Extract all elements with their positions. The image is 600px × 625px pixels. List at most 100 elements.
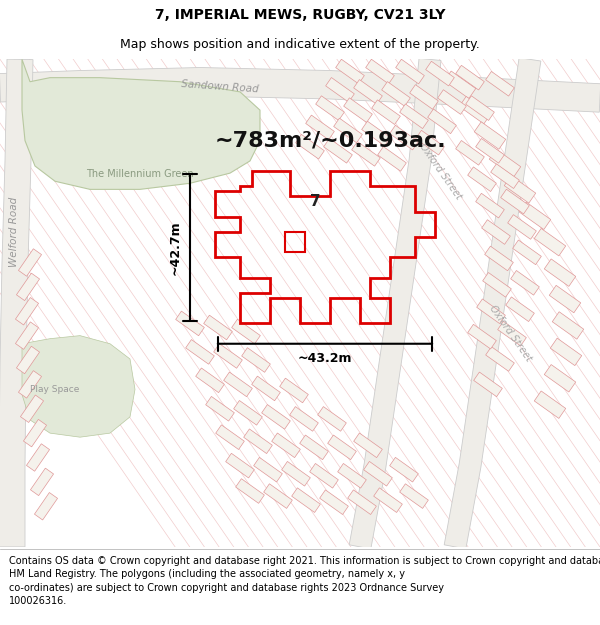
Polygon shape <box>482 220 511 244</box>
Polygon shape <box>549 286 581 312</box>
Polygon shape <box>34 492 58 520</box>
Polygon shape <box>377 147 406 171</box>
Polygon shape <box>19 249 41 276</box>
Polygon shape <box>473 372 502 397</box>
Polygon shape <box>467 167 496 191</box>
Polygon shape <box>281 461 310 486</box>
Polygon shape <box>519 202 551 229</box>
Polygon shape <box>353 79 382 104</box>
Polygon shape <box>317 407 346 431</box>
Polygon shape <box>292 488 320 512</box>
Polygon shape <box>497 321 526 346</box>
Polygon shape <box>226 453 254 478</box>
Polygon shape <box>500 189 529 214</box>
Polygon shape <box>476 299 505 324</box>
Polygon shape <box>550 338 582 366</box>
Text: Sandown Road: Sandown Road <box>181 79 259 94</box>
Polygon shape <box>400 484 428 508</box>
Polygon shape <box>362 121 391 146</box>
Polygon shape <box>364 461 392 486</box>
Polygon shape <box>437 90 466 114</box>
Polygon shape <box>425 61 454 86</box>
Polygon shape <box>316 96 344 121</box>
Polygon shape <box>476 139 505 163</box>
Polygon shape <box>224 372 253 397</box>
Text: ~42.7m: ~42.7m <box>169 220 182 274</box>
Polygon shape <box>16 298 38 325</box>
Polygon shape <box>534 229 566 256</box>
Polygon shape <box>272 433 301 457</box>
Polygon shape <box>428 109 457 134</box>
Polygon shape <box>467 324 496 349</box>
Polygon shape <box>544 259 576 286</box>
Text: The Millennium Green: The Millennium Green <box>86 169 194 179</box>
Polygon shape <box>338 464 367 488</box>
Polygon shape <box>416 131 445 155</box>
Polygon shape <box>262 404 290 429</box>
Text: Oxford Street: Oxford Street <box>487 304 533 364</box>
Text: Oxford Street: Oxford Street <box>417 141 463 201</box>
Polygon shape <box>489 149 521 177</box>
Polygon shape <box>374 488 403 512</box>
Text: ~783m²/~0.193ac.: ~783m²/~0.193ac. <box>214 131 446 151</box>
Polygon shape <box>334 118 362 142</box>
Polygon shape <box>20 395 44 422</box>
Polygon shape <box>459 96 491 124</box>
Polygon shape <box>444 58 541 549</box>
Polygon shape <box>310 464 338 488</box>
Polygon shape <box>215 425 244 449</box>
Polygon shape <box>347 490 376 514</box>
Polygon shape <box>31 468 53 496</box>
Polygon shape <box>352 141 380 166</box>
Polygon shape <box>296 134 325 159</box>
Polygon shape <box>389 458 418 482</box>
Polygon shape <box>365 59 394 84</box>
Polygon shape <box>506 297 535 321</box>
Polygon shape <box>185 339 214 364</box>
Polygon shape <box>552 312 584 339</box>
Polygon shape <box>26 444 50 471</box>
Polygon shape <box>16 322 38 349</box>
Polygon shape <box>22 336 135 437</box>
Polygon shape <box>326 78 355 102</box>
Polygon shape <box>389 125 418 150</box>
Polygon shape <box>511 271 539 295</box>
Polygon shape <box>410 84 439 109</box>
Polygon shape <box>196 368 224 392</box>
Polygon shape <box>290 407 319 431</box>
Polygon shape <box>382 82 410 106</box>
Text: Play Space: Play Space <box>30 385 79 394</box>
Polygon shape <box>455 141 484 165</box>
Polygon shape <box>280 378 308 402</box>
Polygon shape <box>233 401 262 425</box>
Polygon shape <box>534 391 566 418</box>
Polygon shape <box>251 376 280 401</box>
Polygon shape <box>203 315 232 340</box>
Polygon shape <box>353 433 382 457</box>
Polygon shape <box>395 59 424 84</box>
Polygon shape <box>0 68 600 112</box>
Polygon shape <box>476 193 505 218</box>
Polygon shape <box>232 319 260 344</box>
Polygon shape <box>400 104 428 129</box>
Polygon shape <box>263 484 292 508</box>
Polygon shape <box>320 490 349 514</box>
Polygon shape <box>236 479 265 503</box>
Polygon shape <box>491 164 520 189</box>
Polygon shape <box>335 59 364 84</box>
Polygon shape <box>328 435 356 459</box>
Polygon shape <box>544 364 576 392</box>
Polygon shape <box>16 273 40 301</box>
Polygon shape <box>323 139 352 163</box>
Polygon shape <box>206 396 235 421</box>
Text: ~43.2m: ~43.2m <box>298 352 352 366</box>
Polygon shape <box>242 348 271 372</box>
Polygon shape <box>0 59 33 547</box>
Polygon shape <box>512 240 541 264</box>
Polygon shape <box>176 311 205 336</box>
Polygon shape <box>299 435 328 459</box>
Polygon shape <box>305 115 334 140</box>
Polygon shape <box>22 59 260 189</box>
Polygon shape <box>482 272 511 297</box>
Polygon shape <box>444 71 476 99</box>
